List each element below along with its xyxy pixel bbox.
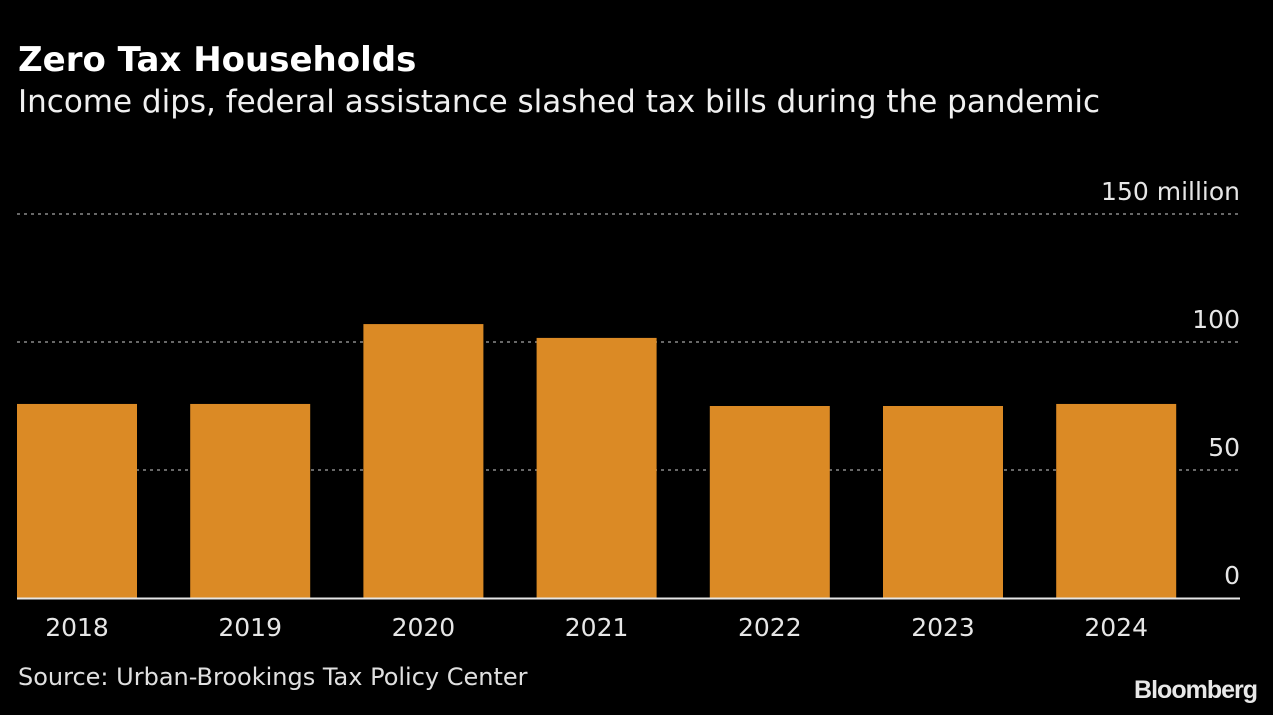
x-tick-label: 2024 — [1084, 613, 1148, 642]
x-tick-label: 2021 — [565, 613, 629, 642]
bar-2020 — [363, 324, 484, 598]
source-note: Source: Urban-Brookings Tax Policy Cente… — [18, 663, 528, 691]
x-tick-label: 2018 — [45, 613, 109, 642]
chart-subtitle: Income dips, federal assistance slashed … — [18, 84, 1101, 120]
bar-2023 — [883, 406, 1003, 598]
chart-title: Zero Tax Households — [18, 40, 417, 80]
x-tick-label: 2022 — [738, 613, 802, 642]
bar-2022 — [709, 406, 830, 598]
y-axis-ticks: 0 50 100 150 million — [1101, 177, 1240, 590]
y-tick-label: 100 — [1192, 305, 1240, 334]
x-axis-ticks: 2018 2019 2020 2021 2022 2023 2024 — [45, 613, 1148, 642]
bar-2021 — [536, 337, 657, 598]
x-tick-label: 2023 — [911, 613, 975, 642]
x-tick-label: 2020 — [392, 613, 456, 642]
y-tick-label: 150 million — [1101, 177, 1240, 206]
bar-2018 — [17, 403, 137, 598]
bar-2019 — [190, 403, 311, 598]
x-tick-label: 2019 — [218, 613, 282, 642]
bars — [17, 324, 1177, 598]
bloomberg-logo: Bloomberg — [1134, 676, 1258, 704]
y-tick-label: 50 — [1208, 433, 1240, 462]
bar-2024 — [1056, 403, 1177, 598]
y-tick-label: 0 — [1224, 561, 1240, 590]
